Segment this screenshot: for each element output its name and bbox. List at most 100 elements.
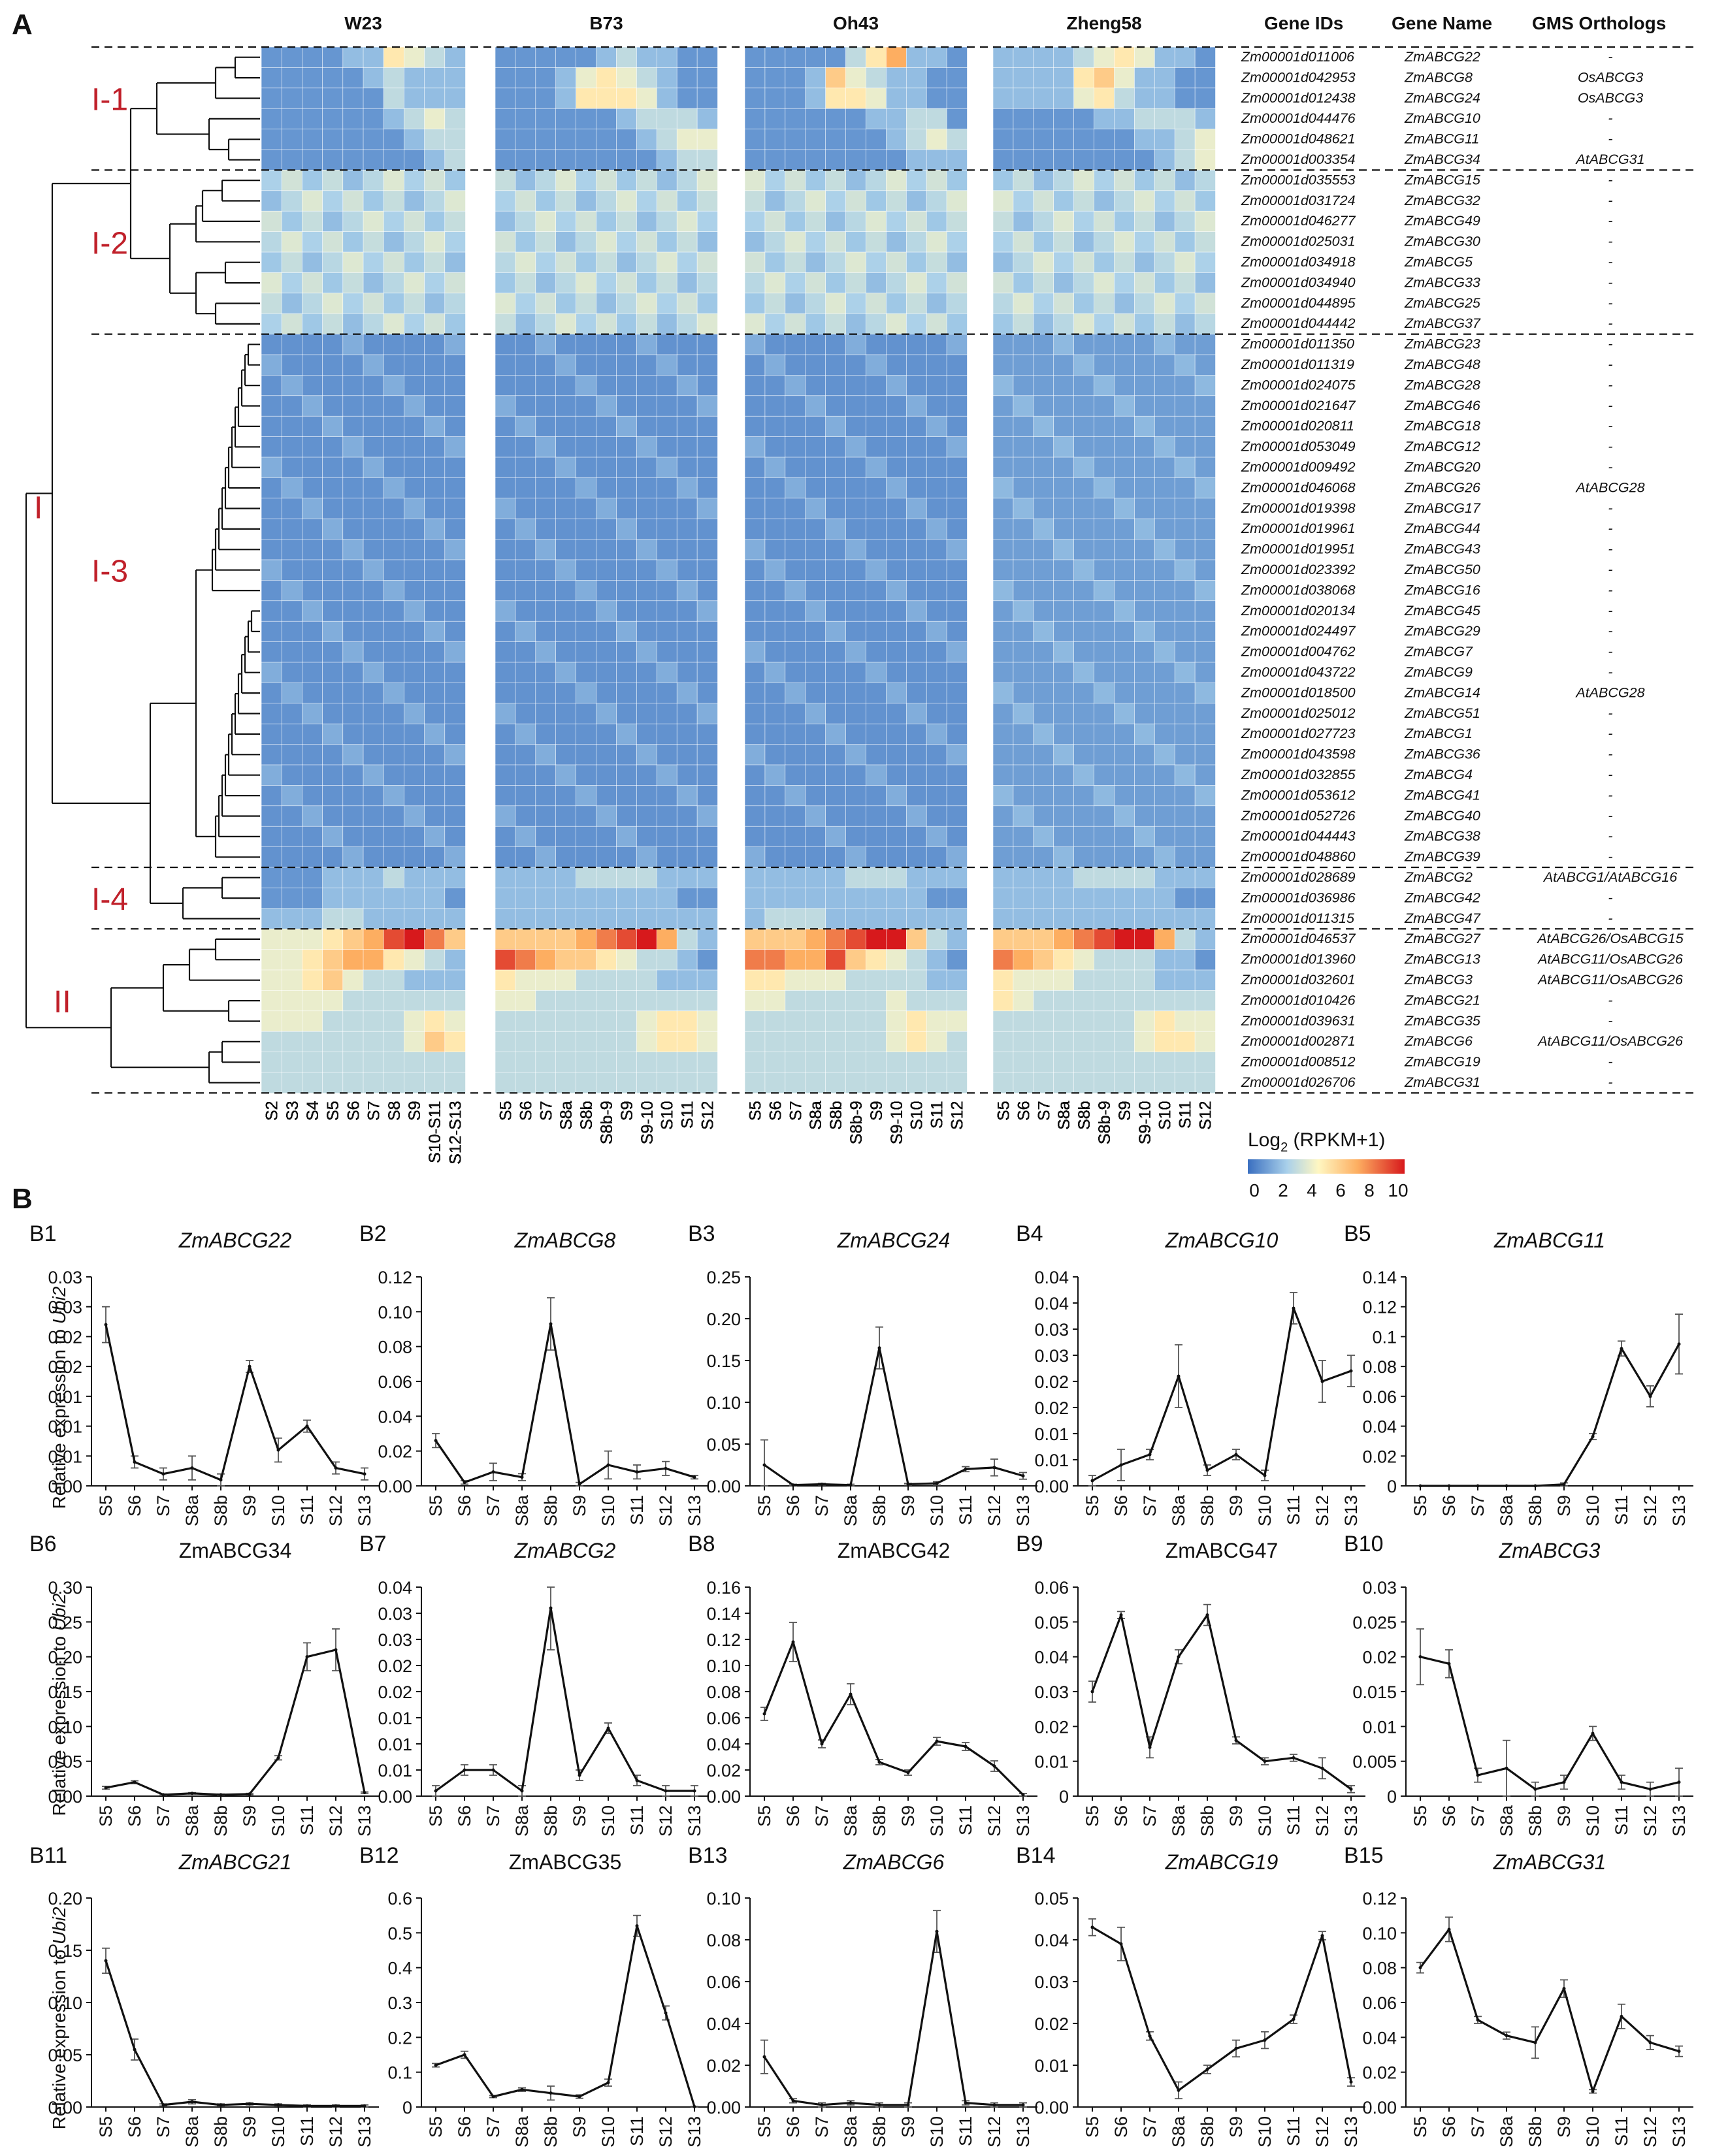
heatmap-cell [363,272,385,294]
heatmap-cell [302,785,323,807]
heatmap-cell [495,251,516,274]
heatmap-cell [444,190,466,212]
heatmap-cell [926,231,947,253]
heatmap-cell [322,457,344,479]
heatmap-cell [696,580,718,602]
heatmap-cell [1013,313,1034,335]
heatmap-cell [1154,477,1175,499]
y-tick-label: 0.02 [1034,1398,1069,1418]
heatmap-cell [696,990,718,1012]
heatmap-cell [1114,683,1135,704]
heatmap-cell [515,1031,536,1053]
heatmap-cell [926,129,947,150]
heatmap-cell [905,1010,927,1033]
heatmap-cell [555,764,577,786]
heatmap-cell [515,908,536,930]
heatmap-cell [576,641,597,663]
heatmap-cell [946,785,968,807]
heatmap-cell [281,1072,303,1094]
heatmap-cell [1194,518,1216,540]
heatmap-cell [322,683,344,704]
heatmap-cell [1114,46,1135,69]
heatmap-cell [845,990,867,1012]
heatmap-cell [363,498,385,519]
heatmap-cell [261,683,283,704]
stage-tick-label: S6 [344,1101,363,1121]
heatmap-cell [576,1052,597,1073]
cluster-label: I-2 [91,226,128,261]
heatmap-cell [886,764,907,786]
heatmap-cell [845,949,867,971]
x-tick-label: S8b [870,1495,889,1526]
stage-tick-label: S3 [284,1101,302,1121]
heatmap-cell [1154,375,1175,396]
heatmap-cell [676,559,698,581]
gms-ortholog: - [1608,1013,1612,1029]
heatmap-cell [886,210,907,233]
heatmap-cell [404,498,425,519]
heatmap-cell [785,231,806,253]
heatmap-cell [1154,457,1175,479]
heatmap-cell [1134,764,1156,786]
heatmap-cell [696,190,718,212]
heatmap-cell [764,559,786,581]
heatmap-cell [946,723,968,745]
heatmap-cell [785,785,806,807]
heatmap-cell [946,846,968,868]
heatmap-cell [1114,498,1135,519]
heatmap-cell [805,436,826,458]
heatmap-cell [616,251,638,274]
chart-title: ZmABCG24 [837,1229,950,1252]
heatmap-cell [946,210,968,233]
heatmap-cell [535,600,557,622]
heatmap-cell [656,1031,677,1053]
heatmap-cell [946,1072,968,1094]
heatmap-cell [845,190,867,212]
data-line [434,1323,695,1485]
heatmap-cell [281,88,303,110]
heatmap-cell [261,662,283,684]
heatmap-cell [342,641,364,663]
heatmap-cell [825,231,847,253]
heatmap-cell [555,908,577,930]
heatmap-cell [1013,703,1034,725]
gms-ortholog: - [1608,439,1612,455]
heatmap-cell [1194,498,1216,519]
heatmap-cell [886,108,907,130]
stage-tick-label: S6 [517,1101,535,1121]
heatmap-cell [1154,334,1175,355]
heatmap-cell [825,785,847,807]
heatmap-cell [656,129,677,150]
heatmap-cell [1033,67,1054,89]
stage-tick-label: S2 [263,1101,282,1121]
stage-tick-label: S7 [1035,1101,1053,1121]
heatmap-cell [866,1052,887,1073]
heatmap-cell [261,1010,283,1033]
data-point [248,1364,252,1368]
heatmap-cell [383,1031,405,1053]
heatmap-cell [886,190,907,212]
heatmap-cell [342,928,364,950]
line-header: W23 [344,13,382,33]
stage-tick-label: S7 [365,1101,383,1121]
heatmap-cell [992,662,1014,684]
heatmap-cell [495,149,516,171]
heatmap-cell [992,1072,1014,1094]
heatmap-cell [383,785,405,807]
heatmap-cell [363,703,385,725]
stage-tick-label: S2 [263,1101,282,1121]
cluster-label: II [54,985,71,1020]
gms-ortholog: - [1608,992,1612,1008]
heatmap-cell [744,990,766,1012]
gms-ortholog: AtABCG31 [1574,152,1644,167]
heatmap-cell [926,436,947,458]
heatmap-cell [363,764,385,786]
heatmap-cell [744,149,766,171]
heatmap-cell [636,846,658,868]
stage-tick-label: S4 [304,1101,322,1121]
heatmap-cell [676,457,698,479]
heatmap-cell [596,251,617,274]
heatmap-cell [535,928,557,950]
x-tick-label: S7 [483,1495,503,1517]
heatmap-cell [616,908,638,930]
